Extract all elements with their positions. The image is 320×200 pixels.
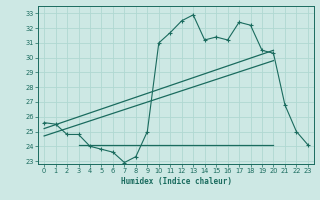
- X-axis label: Humidex (Indice chaleur): Humidex (Indice chaleur): [121, 177, 231, 186]
